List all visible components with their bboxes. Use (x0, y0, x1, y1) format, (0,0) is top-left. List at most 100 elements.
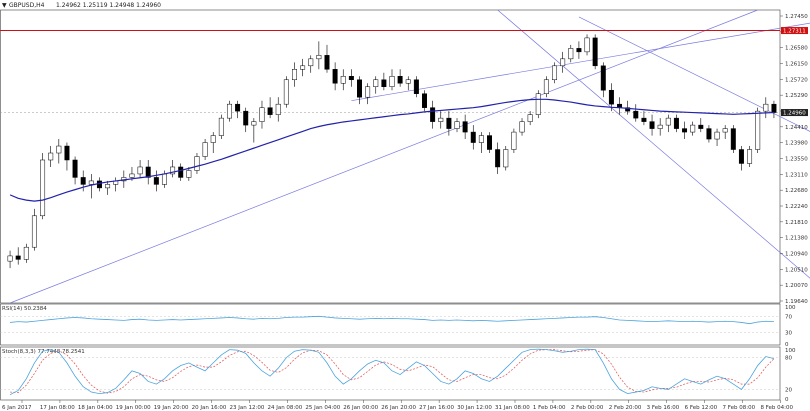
candle-body (714, 131, 720, 140)
candle-body (40, 159, 46, 217)
candle-body (633, 110, 639, 119)
triangle-down-icon[interactable]: ▼ (2, 2, 7, 9)
candle (202, 139, 208, 160)
candle-body (438, 117, 444, 122)
time-tick-label: 25 Jan 04:00 (305, 405, 340, 411)
candle (657, 118, 663, 136)
candle (48, 146, 54, 167)
candle (763, 97, 769, 119)
candle-body (72, 159, 78, 178)
candle-body (389, 76, 395, 87)
candle-body (56, 145, 62, 154)
indicator-level-label: 0 (785, 342, 789, 348)
price-tick-label: 1.23110 (785, 172, 808, 178)
candle (511, 128, 517, 154)
price-tick-label: 1.26150 (785, 62, 808, 68)
candle (226, 100, 232, 122)
candle (673, 114, 679, 133)
candle (568, 44, 574, 63)
candle (527, 111, 533, 126)
main-price-panel[interactable] (0, 9, 810, 304)
candle-body (381, 79, 387, 87)
candle-body (161, 173, 167, 185)
price-tick-label: 1.23980 (785, 141, 808, 147)
candle-body (405, 79, 411, 84)
time-tick-label: 20 Jan 16:00 (192, 405, 227, 411)
candle (600, 62, 606, 98)
candle-body (96, 180, 102, 189)
candle (31, 208, 37, 251)
candle-body (31, 215, 37, 248)
candle (617, 97, 623, 115)
ohlc-quote: 1.24962 1.25119 1.24948 1.24960 (56, 2, 161, 9)
candle (340, 69, 346, 91)
price-badge-label: 1.24960 (783, 111, 806, 117)
price-badge (781, 109, 808, 117)
candle (438, 111, 444, 129)
rsi-line (10, 315, 774, 325)
time-tick-label: 26 Jan 20:00 (381, 405, 416, 411)
candle-body (332, 69, 338, 84)
candle (218, 114, 224, 140)
candle-body (673, 117, 679, 129)
candle-body (698, 124, 704, 129)
candle (259, 100, 265, 129)
candle-body (397, 76, 403, 84)
candle-body (690, 124, 696, 133)
indicator-level-label: 100 (785, 305, 796, 311)
candle-body (503, 149, 509, 168)
price-tick-label: 1.20070 (785, 283, 808, 289)
candle-body (170, 166, 176, 175)
candle-body (259, 107, 265, 122)
candle-body (470, 131, 476, 143)
candle (170, 159, 176, 178)
stochastic-panel[interactable]: Stoch(8,3,3) 77.7448 78.2541 100 80 20 0 (0, 346, 796, 403)
candle (105, 180, 111, 195)
time-tick-label: 3 Feb 16:00 (647, 405, 680, 411)
price-tick-label: 1.20940 (785, 252, 808, 258)
time-tick-label: 27 Jan 16:00 (419, 405, 454, 411)
time-tick-label: 2 Feb 00:00 (571, 405, 604, 411)
candle (210, 132, 216, 154)
candle (730, 125, 736, 154)
candle (153, 170, 159, 192)
candle (462, 114, 468, 140)
price-badge (781, 27, 808, 35)
candle-body (48, 152, 54, 161)
candle-body (194, 156, 200, 171)
candle-body (300, 65, 306, 70)
time-tick-label: 7 Feb 08:00 (723, 405, 756, 411)
candle (300, 58, 306, 77)
candle-body (23, 246, 29, 260)
candle-body (608, 89, 614, 105)
candle (560, 51, 566, 73)
candle-body (625, 107, 631, 112)
candle (706, 125, 712, 143)
candle (584, 34, 590, 56)
symbol-label: GBPUSD,H4 (9, 2, 45, 9)
rsi-panel[interactable]: RSI(14) 50.2384 100 70 30 0 (0, 303, 796, 348)
candle (348, 69, 354, 87)
price-tick-label: 1.19640 (785, 299, 808, 305)
candle (178, 163, 184, 181)
candle-body (462, 121, 468, 133)
candle-body (747, 149, 753, 164)
candle-body (560, 58, 566, 67)
rsi-panel-frame (0, 303, 781, 346)
candle-body (251, 121, 257, 126)
candle (251, 118, 257, 143)
candle-body (600, 65, 606, 91)
candle (405, 76, 411, 91)
candle (495, 142, 501, 174)
time-tick-label: 23 Jan 12:00 (230, 405, 265, 411)
candle (608, 83, 614, 112)
candle (308, 55, 314, 73)
candle (535, 90, 541, 119)
price-axis: 1.274501.270201.265801.261501.257201.252… (780, 14, 808, 305)
candle (23, 243, 29, 263)
candle (747, 146, 753, 167)
candle (478, 132, 484, 154)
stoch-signal-line (10, 349, 775, 394)
time-axis: 6 Jan 2017 17 Jan 08:00 18 Jan 04:00 19 Jan… (2, 400, 794, 411)
